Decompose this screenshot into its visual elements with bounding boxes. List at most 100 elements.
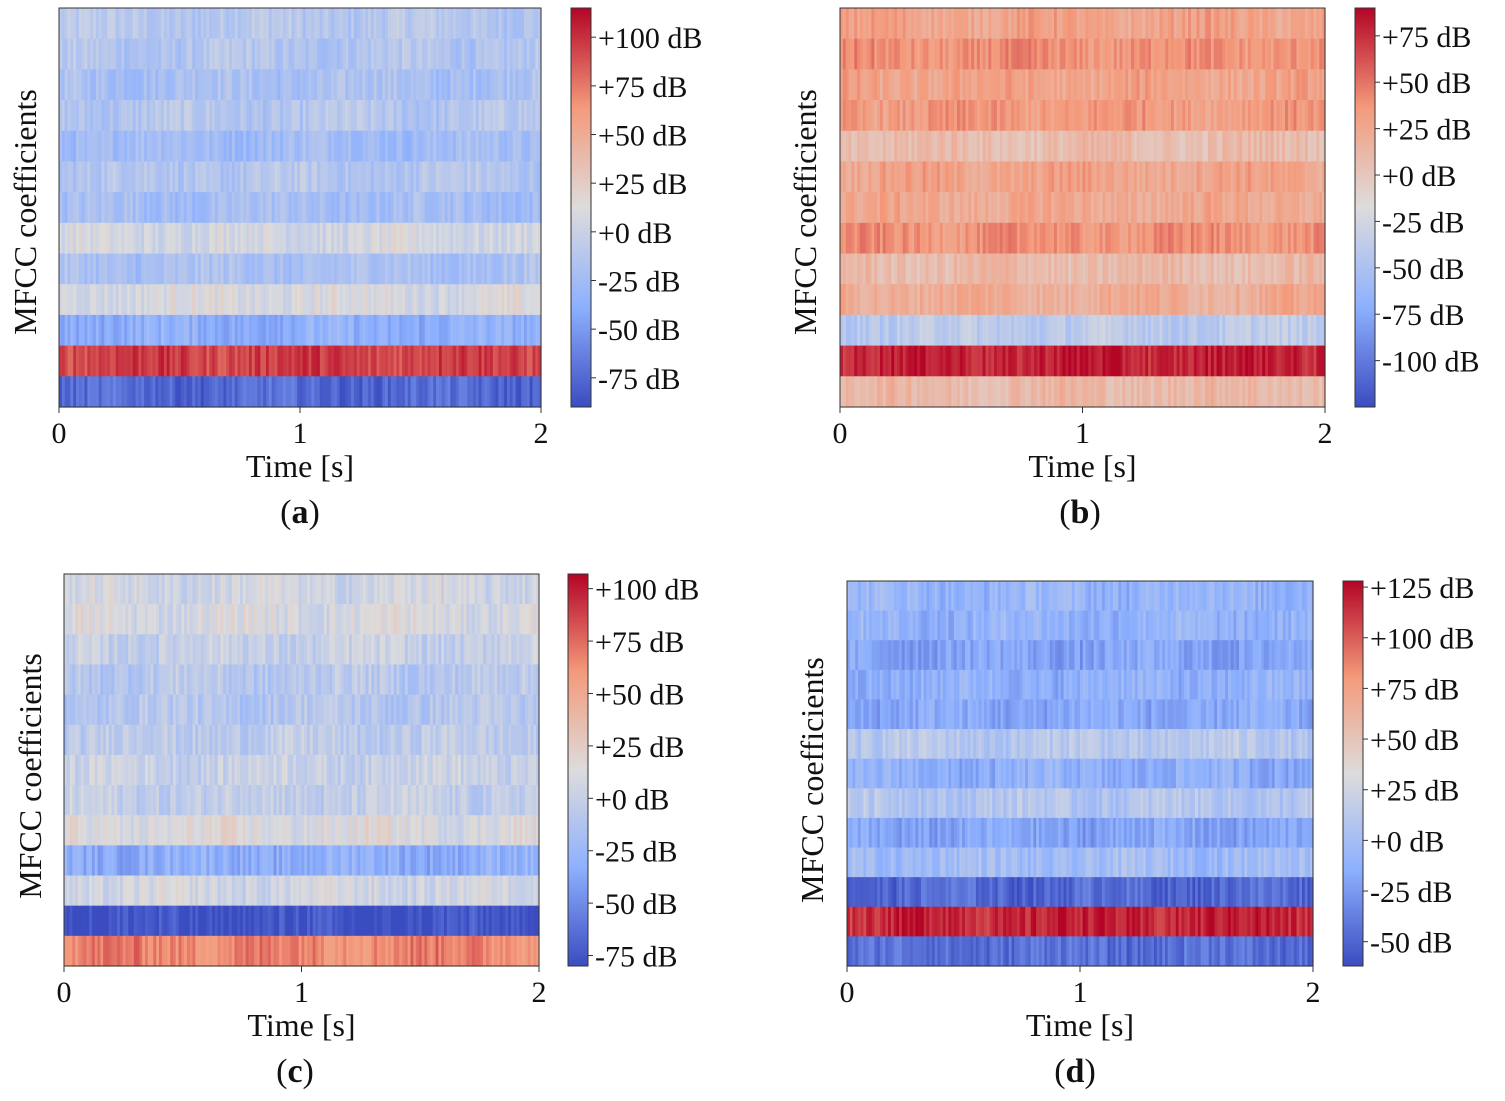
heatmap-cell (81, 314, 86, 347)
heatmap-cell (934, 100, 938, 132)
heatmap-cell (1185, 38, 1189, 70)
heatmap-cell (504, 222, 508, 255)
heatmap-cell (419, 100, 423, 132)
heatmap-cell (172, 345, 176, 377)
heatmap-cell (1108, 8, 1112, 40)
heatmap-cell (152, 314, 156, 347)
heatmap-cell (223, 38, 227, 70)
heatmap-cell (390, 69, 395, 101)
heatmap-cell (322, 345, 327, 377)
heatmap-cell (387, 130, 392, 163)
heatmap-cell (141, 284, 145, 316)
heatmap-cell (529, 345, 534, 377)
heatmap-cell (464, 38, 468, 70)
heatmap-cell (127, 100, 131, 132)
heatmap-cell (919, 69, 924, 101)
heatmap-cell (175, 284, 179, 316)
heatmap-cell (450, 38, 454, 70)
heatmap-cell (436, 253, 440, 285)
heatmap-cell (169, 192, 174, 224)
heatmap-cell (851, 8, 855, 40)
heatmap-cell (945, 8, 950, 40)
heatmap-cell (865, 38, 870, 70)
heatmap-cell (223, 222, 227, 255)
heatmap-cell (110, 192, 114, 224)
heatmap-cell (67, 100, 71, 132)
heatmap-cell (339, 8, 344, 40)
heatmap-cell (416, 222, 420, 255)
heatmap-cell (489, 130, 494, 163)
heatmap-cell (351, 130, 355, 163)
heatmap-cell (877, 130, 881, 163)
heatmap-cell (489, 69, 494, 101)
heatmap-cell (370, 192, 375, 224)
heatmap-cell (110, 161, 114, 193)
heatmap-cell (1076, 8, 1081, 40)
heatmap-cell (1065, 130, 1069, 163)
heatmap-cell (217, 8, 222, 40)
heatmap-cell (911, 161, 915, 193)
heatmap-cell (971, 38, 975, 70)
heatmap-cell (209, 8, 213, 40)
heatmap-cell (61, 100, 66, 132)
heatmap-cell (1139, 38, 1144, 70)
heatmap-cell (1233, 161, 1238, 193)
heatmap-cell (404, 8, 409, 40)
heatmap-cell (1111, 161, 1115, 193)
heatmap-cell (166, 376, 171, 408)
heatmap-cell (928, 69, 932, 101)
heatmap-cell (243, 130, 247, 163)
colorbar-tick-label: +50 dB (598, 120, 687, 153)
heatmap-cell (509, 253, 514, 285)
heatmap-cell (1307, 8, 1312, 40)
heatmap-cell (954, 192, 958, 224)
heatmap-cell (362, 253, 366, 285)
heatmap-cell (956, 130, 961, 163)
heatmap-cell (172, 314, 176, 347)
heatmap-cell (379, 8, 383, 40)
heatmap-cell (1168, 69, 1172, 101)
heatmap-cell (98, 222, 103, 255)
heatmap-cell (942, 8, 947, 40)
heatmap-cell (1302, 69, 1306, 101)
heatmap-cell (453, 130, 457, 163)
heatmap-cell (979, 8, 984, 40)
heatmap-cell (138, 161, 142, 193)
heatmap-cell (257, 222, 261, 255)
heatmap-cell (334, 345, 338, 377)
heatmap-cell (458, 376, 463, 408)
heatmap-cell (158, 130, 162, 163)
heatmap-cell (348, 376, 352, 408)
heatmap-cell (226, 161, 230, 193)
heatmap-cell (879, 8, 884, 40)
heatmap-cell (1062, 161, 1066, 193)
heatmap-cell (1093, 8, 1098, 40)
heatmap-cell (297, 69, 301, 101)
heatmap-cell (240, 222, 244, 255)
heatmap-cell (487, 253, 491, 285)
heatmap-cell (345, 161, 349, 193)
heatmap-cell (1042, 100, 1047, 132)
heatmap-cell (506, 100, 511, 132)
heatmap-cell (175, 69, 179, 101)
heatmap-cell (535, 38, 539, 70)
heatmap-cell (851, 38, 855, 70)
heatmap-cell (220, 130, 225, 163)
heatmap-cell (1228, 69, 1232, 101)
heatmap-cell (874, 192, 878, 224)
heatmap-cell (132, 253, 137, 285)
heatmap-cell (430, 192, 434, 224)
heatmap-cell (498, 8, 502, 40)
heatmap-cell (472, 253, 477, 285)
heatmap-cell (396, 161, 400, 193)
heatmap-cell (899, 38, 904, 70)
heatmap-cell (265, 8, 270, 40)
heatmap-cell (387, 100, 392, 132)
heatmap-cell (424, 222, 429, 255)
heatmap-cell (487, 345, 491, 377)
heatmap-cell (948, 8, 952, 40)
heatmap-cell (928, 8, 932, 40)
heatmap-cell (314, 192, 318, 224)
heatmap-cell (999, 8, 1004, 40)
heatmap-cell (203, 161, 208, 193)
